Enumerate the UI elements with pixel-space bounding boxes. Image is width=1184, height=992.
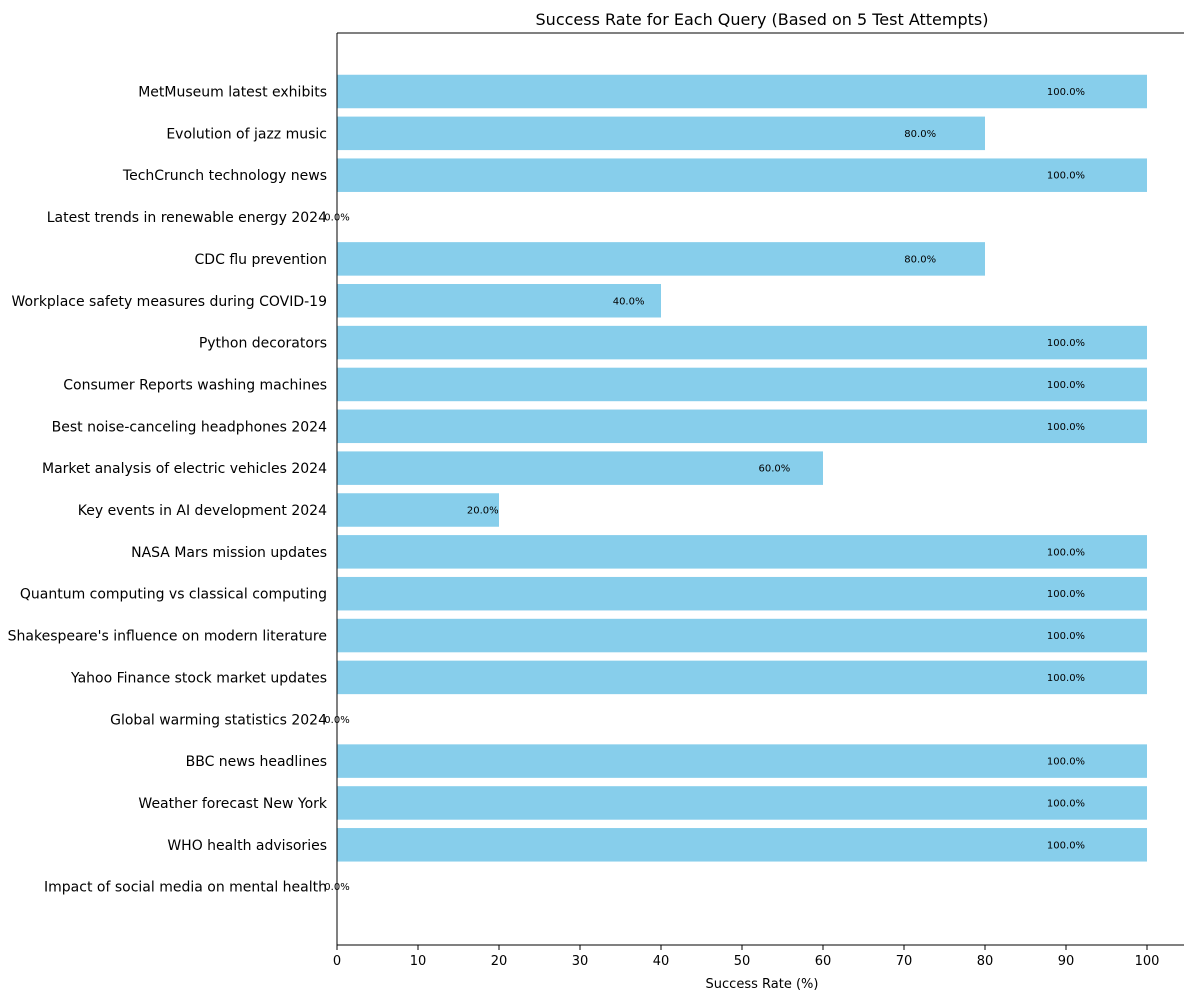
chart-title: Success Rate for Each Query (Based on 5 … <box>536 10 989 29</box>
data-label: 100.0% <box>1047 87 1085 98</box>
bar <box>337 493 499 527</box>
y-tick-label: Market analysis of electric vehicles 202… <box>42 461 327 477</box>
y-tick-label: Workplace safety measures during COVID-1… <box>11 294 327 310</box>
x-tick-label: 20 <box>491 954 508 969</box>
y-tick-label: Consumer Reports washing machines <box>63 377 327 393</box>
data-label: 100.0% <box>1047 798 1085 809</box>
data-label: 100.0% <box>1047 380 1085 391</box>
y-tick-label: MetMuseum latest exhibits <box>138 85 327 101</box>
y-tick-label: WHO health advisories <box>167 838 327 854</box>
bar <box>337 409 1147 444</box>
bar <box>337 451 823 485</box>
y-tick-label: Python decorators <box>199 336 327 352</box>
y-tick-label: Latest trends in renewable energy 2024 <box>47 210 327 226</box>
data-label: 80.0% <box>904 129 936 140</box>
data-label: 40.0% <box>613 296 645 307</box>
y-tick-label: Best noise-canceling headphones 2024 <box>52 419 327 435</box>
x-tick-label: 80 <box>977 954 994 969</box>
y-tick-label: Global warming statistics 2024 <box>110 712 327 728</box>
bars-layer <box>337 74 1147 862</box>
x-tick-label: 70 <box>896 954 913 969</box>
y-tick-label: NASA Mars mission updates <box>131 545 327 561</box>
data-label: 60.0% <box>759 464 791 475</box>
bar <box>337 576 1147 611</box>
data-label: 100.0% <box>1047 589 1085 600</box>
x-tick-label: 10 <box>410 954 427 969</box>
data-label: 100.0% <box>1047 547 1085 558</box>
x-tick-label: 60 <box>815 954 832 969</box>
bar <box>337 744 1147 778</box>
bar <box>337 786 1147 820</box>
x-tick-label: 0 <box>333 954 341 969</box>
bar <box>337 660 1147 695</box>
x-axis-ticks: 0 10 20 30 40 50 60 70 80 90 100 <box>333 945 1160 969</box>
y-tick-label: Key events in AI development 2024 <box>78 503 327 519</box>
x-axis-label: Success Rate (%) <box>706 977 819 992</box>
bar <box>337 116 985 151</box>
y-tick-label: TechCrunch technology news <box>122 168 327 184</box>
y-tick-label: Shakespeare's influence on modern litera… <box>8 629 327 645</box>
x-tick-label: 40 <box>653 954 670 969</box>
data-label: 100.0% <box>1047 673 1085 684</box>
x-tick-label: 30 <box>572 954 589 969</box>
data-label: 100.0% <box>1047 171 1085 182</box>
y-tick-label: Quantum computing vs classical computing <box>20 587 327 603</box>
y-tick-label: Impact of social media on mental health <box>44 880 327 896</box>
y-tick-label: Evolution of jazz music <box>166 126 327 142</box>
data-label: 20.0% <box>467 506 499 517</box>
bar <box>337 242 985 276</box>
y-tick-label: Yahoo Finance stock market updates <box>70 670 327 686</box>
data-label: 100.0% <box>1047 631 1085 642</box>
bar <box>337 618 1147 653</box>
bar <box>337 367 1147 402</box>
data-label: 100.0% <box>1047 338 1085 349</box>
bar <box>337 828 1147 862</box>
x-tick-label: 100 <box>1135 954 1160 969</box>
bar <box>337 74 1147 109</box>
data-label: 80.0% <box>904 254 936 265</box>
y-axis-labels: MetMuseum latest exhibits Evolution of ja… <box>8 85 328 896</box>
bar <box>337 325 1147 360</box>
bar <box>337 158 1147 192</box>
x-tick-label: 90 <box>1058 954 1075 969</box>
bar <box>337 284 661 318</box>
data-label: 100.0% <box>1047 840 1085 851</box>
bar <box>337 535 1147 569</box>
y-tick-label: Weather forecast New York <box>138 796 327 812</box>
y-tick-label: BBC news headlines <box>186 754 327 770</box>
data-label: 100.0% <box>1047 757 1085 768</box>
data-label: 100.0% <box>1047 422 1085 433</box>
axes-frame <box>336 32 1184 946</box>
x-tick-label: 50 <box>734 954 751 969</box>
y-tick-label: CDC flu prevention <box>195 252 327 268</box>
